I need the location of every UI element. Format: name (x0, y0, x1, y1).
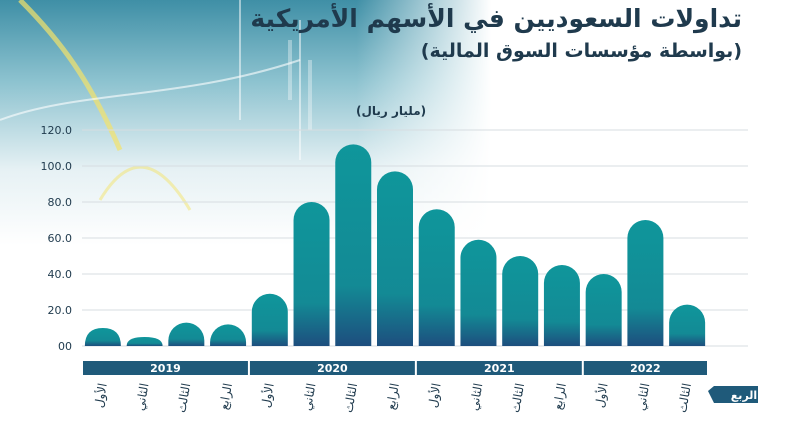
x-tick-label: الأول (425, 382, 445, 409)
x-tick-label: الرابع (217, 382, 236, 411)
x-tick-label: الأول (592, 382, 612, 409)
year-label: 2021 (484, 362, 515, 375)
x-tick-label: الرابع (550, 382, 569, 411)
bar (210, 324, 247, 346)
bar (377, 171, 413, 346)
x-tick-label: الثالث (508, 382, 527, 414)
bar (293, 202, 330, 346)
x-tick-label: الثالث (341, 382, 360, 414)
year-label: 2022 (630, 362, 661, 375)
x-tick-label: الأول (91, 382, 111, 409)
bar (502, 256, 539, 346)
chart-subtitle: (بواسطة مؤسسات السوق المالية) (420, 40, 742, 62)
unit-label: (مليار ريال) (356, 104, 427, 118)
year-band (249, 361, 415, 375)
bar (168, 322, 205, 346)
x-tick-label: الثاني (133, 382, 152, 412)
x-tick-label: الثاني (634, 382, 653, 412)
bar (460, 239, 497, 346)
quarter-axis-label: الربع (731, 389, 757, 402)
x-tick-label: الثالث (174, 382, 193, 414)
year-band (83, 361, 248, 375)
year-band (416, 361, 582, 375)
x-tick-label: الرابع (384, 382, 403, 411)
quarter-axis-tag: الربع (708, 386, 758, 403)
y-tick-label: 100.0 (41, 160, 73, 173)
y-tick-label: 120.0 (41, 124, 73, 137)
bar (84, 328, 121, 346)
chart-title: تداولات السعوديين في الأسهم الأمريكية (250, 4, 742, 33)
bar (251, 293, 288, 346)
x-tick-label: الثاني (300, 382, 319, 412)
y-tick-label: 80.0 (48, 196, 73, 209)
y-tick-label: 20.0 (48, 304, 73, 317)
year-label: 2020 (317, 362, 348, 375)
bar (543, 265, 580, 346)
bar (669, 304, 706, 346)
y-tick-label: 00 (58, 340, 72, 353)
bar (585, 274, 622, 346)
year-band (583, 361, 707, 375)
bar (126, 337, 163, 346)
y-tick-label: 60.0 (48, 232, 73, 245)
bar (335, 144, 372, 346)
year-label: 2019 (150, 362, 181, 375)
y-tick-label: 40.0 (48, 268, 73, 281)
x-tick-label: الثاني (467, 382, 486, 412)
x-tick-label: الأول (258, 382, 278, 409)
bar (627, 220, 664, 346)
x-tick-label: الثالث (675, 382, 694, 414)
bar (418, 209, 455, 346)
